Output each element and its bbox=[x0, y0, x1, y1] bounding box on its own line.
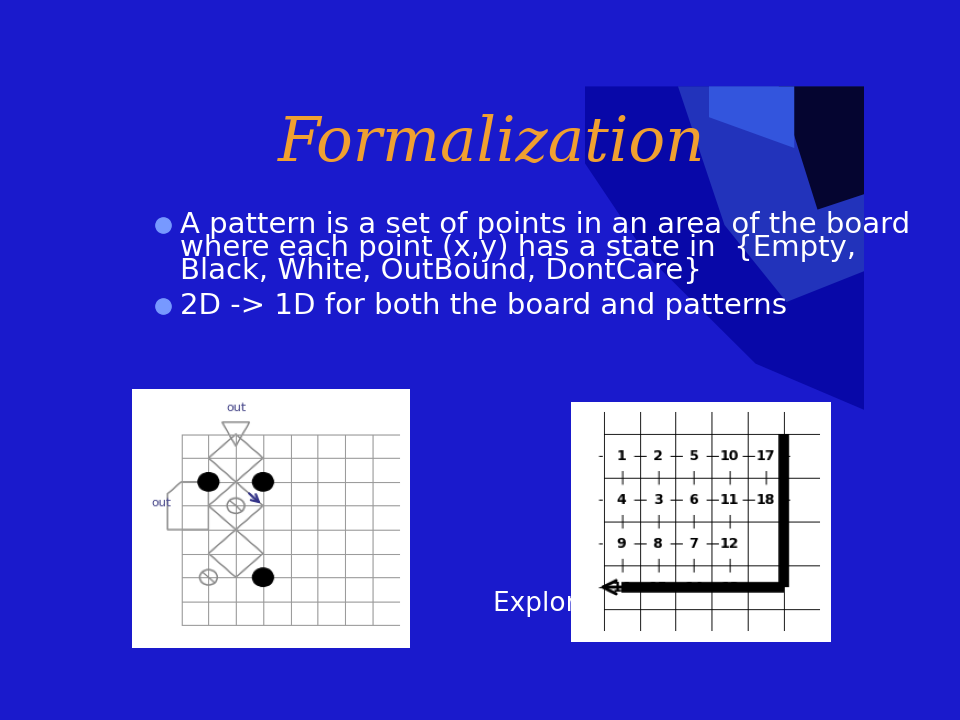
Text: Black, White, OutBound, DontCare}: Black, White, OutBound, DontCare} bbox=[180, 257, 703, 285]
Polygon shape bbox=[678, 86, 864, 302]
Text: Explorer (early version?): Explorer (early version?) bbox=[492, 591, 817, 617]
Text: GnuGo: GnuGo bbox=[276, 591, 367, 617]
Text: A pattern is a set of points in an area of the board: A pattern is a set of points in an area … bbox=[180, 211, 911, 239]
Text: where each point (x,y) has a state in  {Empty,: where each point (x,y) has a state in {E… bbox=[180, 234, 856, 262]
Text: Formalization: Formalization bbox=[278, 114, 706, 174]
Polygon shape bbox=[779, 86, 864, 210]
Polygon shape bbox=[709, 86, 794, 148]
Text: 2D -> 1D for both the board and patterns: 2D -> 1D for both the board and patterns bbox=[180, 292, 787, 320]
Polygon shape bbox=[585, 86, 864, 410]
